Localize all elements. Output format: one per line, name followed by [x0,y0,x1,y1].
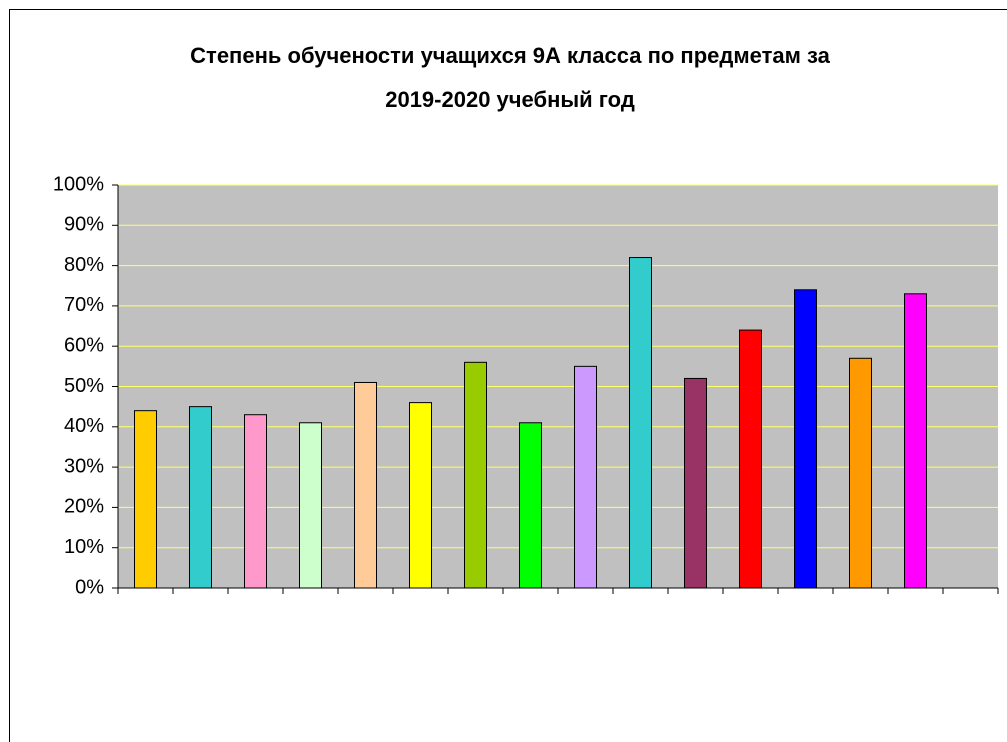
bar [464,361,487,589]
bar [189,406,212,589]
y-tick-label: 80% [64,254,104,276]
bar [904,293,927,589]
bar [354,381,377,589]
y-tick-label: 100% [53,173,104,195]
bar [849,357,872,589]
bar [409,402,432,589]
y-tick-label: 40% [64,415,104,437]
y-tick-label: 30% [64,455,104,477]
y-tick-label: 0% [75,576,104,598]
y-tick-label: 90% [64,214,104,236]
bar [574,365,597,589]
bar [684,377,707,589]
bar [629,257,652,589]
bar [244,414,267,589]
y-tick-label: 20% [64,496,104,518]
y-tick-label: 60% [64,334,104,356]
bar [739,329,762,589]
bar [134,410,157,589]
y-tick-label: 70% [64,294,104,316]
y-tick-label: 50% [64,375,104,397]
y-tick-label: 10% [64,536,104,558]
bar [794,289,817,589]
bar [519,422,542,589]
chart-title: Степень обучености учащихся 9А класса по… [190,43,830,112]
bar [299,422,322,589]
